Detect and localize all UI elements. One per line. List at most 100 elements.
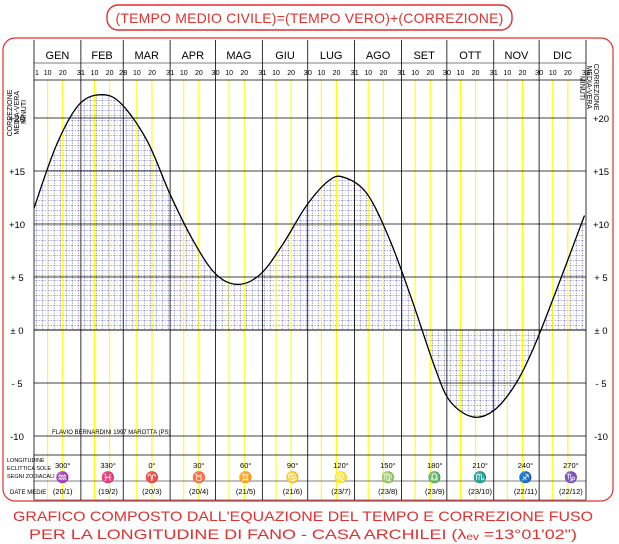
month-end-label: 31 [350,68,358,77]
zodiac-longitude: 270° [563,461,579,470]
month-end-label: 31 [397,68,405,77]
zodiac-symbol-icon: ♍ [381,471,395,484]
zodiac-longitude: 0° [148,461,155,470]
y-tick-label-right: +10 [593,220,609,231]
month-label: DIC [553,50,572,62]
day-label-10: 10 [549,70,557,77]
month-label: GEN [46,50,70,62]
y-tick-label-left: +15 [9,167,25,178]
zodiac-symbol-icon: ♋ [286,471,300,484]
month-label: MAG [226,50,251,62]
chart-title: (TEMPO MEDIO CIVILE)=(TEMPO VERO)+(CORRE… [115,10,503,26]
major-gridlines [33,40,587,501]
right-axis-caption: CORREZIONE MEDIA-VERA MINUTI [578,64,599,113]
zodiac-symbol-icon: ♌ [334,471,348,484]
day-label-10: 10 [225,70,233,77]
y-tick-label-right: +20 [593,114,609,125]
month-end-label: 31 [582,68,590,77]
zodiac-symbol-icon: ♊ [239,471,253,484]
curve-group [34,94,586,418]
month-label: MAR [134,50,159,62]
month-end-label: 30 [443,68,451,77]
yellow-gridlines [47,80,569,500]
month-label: OTT [459,50,481,62]
day-label-20: 20 [519,70,527,77]
zodiac-date: (20/1) [53,487,73,496]
y-tick-label-left: +20 [9,114,25,125]
day-label-20: 20 [195,70,203,77]
month-label: APR [181,50,204,62]
y-tick-label-right: +15 [593,167,609,178]
y-tick-label-right: + 5 [594,273,607,284]
title-box [106,4,513,31]
month-label: FEB [91,50,112,62]
day-label-20: 20 [564,70,572,77]
month-end-label: 31 [490,68,498,77]
day-label-20: 20 [106,70,114,77]
zodiac-date: (19/2) [98,487,118,496]
zodiac-symbol-icon: ♑ [564,471,578,484]
month-end-label: 28 [119,68,127,77]
day-label-20: 20 [379,70,387,77]
zodiac-longitude: 150° [380,461,396,470]
subtitle-line-1: GRAFICO COMPOSTO DALL'EQUAZIONE DEL TEMP… [13,508,593,524]
zodiac-date: (21/6) [283,487,303,496]
zodiac-longitude: 180° [427,461,443,470]
zodiac-symbol-icon: ♎ [428,471,442,484]
zodiac-symbol-icon: ♓ [101,471,115,484]
zodiac-longitude: 300° [55,461,71,470]
day-label-10: 10 [180,70,188,77]
day-label-10: 10 [44,70,52,77]
chart-frame [2,37,614,502]
longitude-caption: LONGITUDINE ECLITTICA SOLE SEGNI ZODIACA… [7,458,55,480]
zodiac-symbol-icon: ♒ [56,471,70,484]
zodiac-date: (23/10) [468,487,492,496]
day-label-20: 20 [472,70,480,77]
day-label-20: 20 [240,70,248,77]
day-label-20: 20 [287,70,295,77]
day-label-10: 10 [317,70,325,77]
zodiac-longitude: 30° [193,461,204,470]
zodiac-date: (20/3) [142,487,162,496]
zodiac-date: (23/8) [378,487,398,496]
month-end-label: 30 [535,68,543,77]
zodiac-row: 300°♒ (20/1) 330°♓ (19/2) 0°♈ (20/3) 30°♉ (20/4… [53,461,583,496]
zodiac-date: (21/5) [236,487,256,496]
zodiac-symbol-icon: ♉ [192,471,206,484]
series-line [34,94,586,418]
y-tick-label-right: - 5 [595,379,606,390]
area-fill-group [34,94,585,418]
month-label: SET [413,50,435,62]
day-label-20: 20 [333,70,341,77]
month-end-label: 30 [211,68,219,77]
zodiac-symbol-icon: ♏ [473,471,487,484]
y-tick-label-right: -10 [594,432,608,443]
credit-text: FLAVIO BERNARDINI 1997 MAROTTA (PS) [52,430,170,436]
y-tick-label-left: -10 [10,432,24,443]
area-fill [34,94,585,418]
day-label-10: 10 [91,70,99,77]
left-axis-caption: CORREZIONE MEDIA-VERA MINUTI [7,88,28,137]
day-label-10: 10 [364,70,372,77]
zodiac-date: (23/7) [331,487,351,496]
day-label-20: 20 [426,70,434,77]
month-label: AGO [366,50,391,62]
y-tick-label-left: ± 0 [10,326,23,337]
day-label-20: 20 [59,70,67,77]
day-label-10: 10 [133,70,141,77]
y-tick-label-left: + 5 [10,273,23,284]
day-label-10: 10 [457,70,465,77]
month-label: NOV [505,50,530,62]
zodiac-date: (22/11) [514,487,538,496]
day-label-10: 10 [411,70,419,77]
zodiac-longitude: 120° [333,461,349,470]
month-label: GIU [275,50,295,62]
day-label-10: 10 [272,70,280,77]
day-label-10: 10 [503,70,511,77]
y-tick-label-left: +10 [9,220,25,231]
zodiac-longitude: 60° [240,461,251,470]
date-caption: DATE MEDIE [10,490,46,496]
zodiac-symbol-icon: ♐ [519,471,533,484]
month-end-label: 31 [166,68,174,77]
zodiac-longitude: 210° [472,461,488,470]
